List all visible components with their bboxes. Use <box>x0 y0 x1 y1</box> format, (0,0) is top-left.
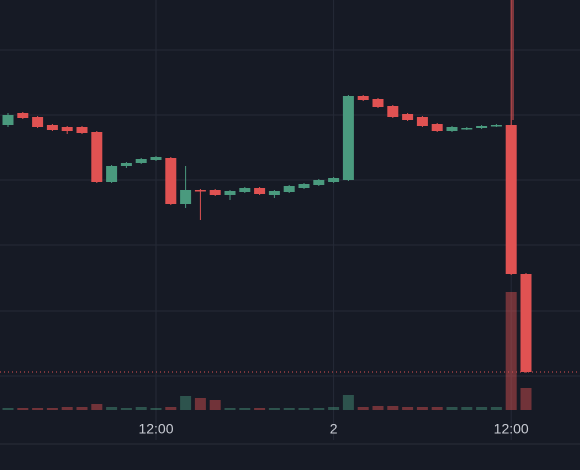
volume-bar <box>476 407 488 410</box>
candle-body <box>106 166 118 182</box>
volume-bar <box>17 408 29 410</box>
candle-body <box>91 132 103 182</box>
candle-body <box>298 184 310 188</box>
volume-bar <box>32 408 44 410</box>
x-tick-label: 2 <box>330 421 338 437</box>
candle-body <box>416 117 428 126</box>
candle-body <box>135 159 147 163</box>
candle-body <box>402 114 414 120</box>
volume-bar <box>446 407 458 410</box>
volume-bar <box>91 404 103 410</box>
grid <box>0 49 580 377</box>
volume-bar <box>120 408 132 410</box>
volume-bar <box>135 407 147 410</box>
volume-bar <box>150 408 162 410</box>
volume-bar <box>239 408 251 410</box>
volume-bar <box>180 396 192 410</box>
volume-bar <box>61 407 73 410</box>
candle-body <box>431 124 443 131</box>
candle-body <box>46 125 58 130</box>
volume-bar <box>328 407 340 410</box>
volume-bar <box>46 408 58 410</box>
candle-body <box>76 127 88 133</box>
volume-bar <box>268 408 280 410</box>
candle-body <box>505 125 517 274</box>
candle-body <box>224 191 236 195</box>
candle-body <box>194 190 206 192</box>
candle-body <box>342 96 354 180</box>
volume-bar <box>520 388 532 410</box>
volume-bar <box>194 398 206 410</box>
candle-body <box>150 157 162 160</box>
x-tick-label: 12:00 <box>138 421 173 437</box>
volume-bar <box>357 407 369 410</box>
volume-bar <box>313 408 325 410</box>
candle-body <box>254 188 266 194</box>
candle-body <box>387 106 399 117</box>
candle-body <box>32 117 44 127</box>
volume-bar <box>165 407 177 410</box>
candle-body <box>461 128 473 130</box>
volume-bar <box>106 407 118 410</box>
volume-bar <box>254 408 266 410</box>
volume-bar <box>342 395 354 410</box>
volume-bar <box>490 407 502 410</box>
candle-body <box>476 126 488 128</box>
volume-bar <box>76 407 88 410</box>
volume-bar <box>283 408 295 410</box>
candle-body <box>520 274 532 372</box>
candle-body <box>372 99 384 107</box>
volume-bar <box>416 407 428 410</box>
candle-body <box>268 191 280 195</box>
volume-bar <box>2 408 14 410</box>
candle-body <box>239 188 251 192</box>
candle-body <box>357 96 369 100</box>
volume-bar <box>387 406 399 410</box>
candle-body <box>180 190 192 204</box>
candle-body <box>313 180 325 185</box>
candle-body <box>2 115 14 125</box>
volume-bar <box>505 292 517 410</box>
volume-bar <box>209 400 221 410</box>
candle-body <box>165 158 177 204</box>
candle-body <box>446 127 458 131</box>
volume-bar <box>298 408 310 410</box>
candle-body <box>17 113 29 118</box>
volume-bar <box>224 408 236 410</box>
candle-body <box>209 190 221 195</box>
candle-body <box>120 163 132 166</box>
volume-bar <box>461 407 473 410</box>
candle-body <box>328 178 340 182</box>
x-tick-label: 12:00 <box>494 421 529 437</box>
candle-body <box>61 127 73 131</box>
volume-bar <box>402 407 414 410</box>
candle-body <box>490 125 502 127</box>
volume-bar <box>431 407 443 410</box>
volume-bar <box>372 406 384 410</box>
candle-body <box>283 186 295 192</box>
